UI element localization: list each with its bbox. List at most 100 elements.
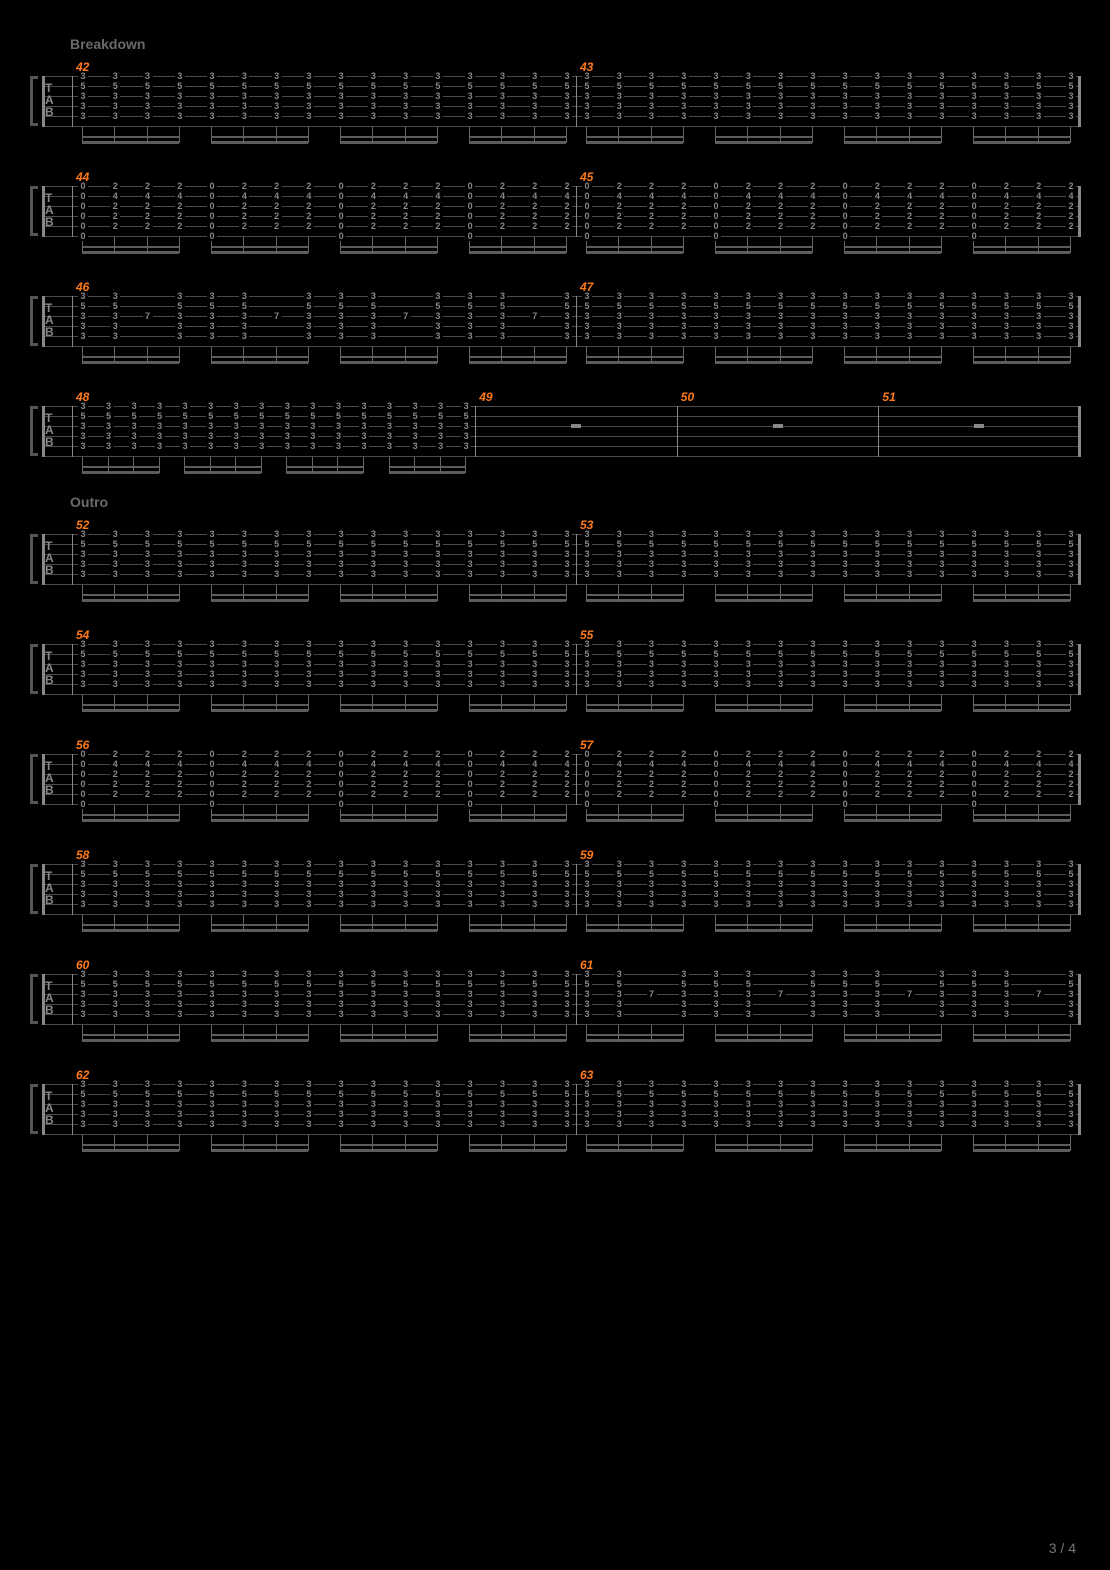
fret-number: 3	[1066, 92, 1076, 101]
fret-number: 0	[207, 800, 217, 809]
fret-number: 3	[1034, 1100, 1044, 1109]
fret-number: 3	[401, 550, 411, 559]
fret-number: 3	[497, 112, 507, 121]
fret-number: 3	[433, 1080, 443, 1089]
fret-number: 0	[840, 202, 850, 211]
fret-number: 3	[872, 640, 882, 649]
fret-number: 3	[562, 990, 572, 999]
fret-number: 3	[937, 550, 947, 559]
fret-number: 3	[562, 530, 572, 539]
fret-number: 3	[562, 660, 572, 669]
fret-number: 3	[840, 530, 850, 539]
fret-number: 3	[872, 102, 882, 111]
tab-clef: TAB	[45, 650, 54, 686]
fret-number: 0	[465, 182, 475, 191]
fret-number: 3	[647, 530, 657, 539]
fret-number: 5	[679, 302, 689, 311]
fret-number: 3	[239, 92, 249, 101]
fret-number: 3	[679, 970, 689, 979]
fret-number: 3	[1034, 1110, 1044, 1119]
fret-number: 5	[905, 540, 915, 549]
fret-number: 0	[969, 212, 979, 221]
fret-number: 4	[401, 760, 411, 769]
fret-number: 3	[433, 72, 443, 81]
fret-number: 3	[808, 1100, 818, 1109]
fret-number: 3	[433, 112, 443, 121]
fret-number: 2	[433, 780, 443, 789]
fret-number: 3	[497, 292, 507, 301]
fret-number: 3	[905, 890, 915, 899]
fret-number: 3	[239, 890, 249, 899]
fret-number: 2	[110, 750, 120, 759]
fret-number: 3	[776, 640, 786, 649]
fret-number: 3	[872, 112, 882, 121]
fret-number: 3	[336, 322, 346, 331]
fret-number: 3	[497, 1100, 507, 1109]
fret-number: 5	[401, 82, 411, 91]
fret-number: 3	[180, 402, 190, 411]
fret-number: 5	[679, 870, 689, 879]
fret-number: 3	[336, 990, 346, 999]
fret-number: 3	[562, 112, 572, 121]
fret-number: 2	[647, 780, 657, 789]
fret-number: 3	[743, 860, 753, 869]
fret-number: 3	[969, 880, 979, 889]
fret-number: 3	[78, 402, 88, 411]
fret-number: 3	[497, 1080, 507, 1089]
fret-number: 3	[175, 990, 185, 999]
whole-rest	[773, 424, 783, 428]
fret-number: 5	[78, 870, 88, 879]
fret-number: 5	[711, 650, 721, 659]
fret-number: 3	[1066, 1100, 1076, 1109]
fret-number: 2	[872, 780, 882, 789]
fret-number: 3	[562, 332, 572, 341]
section-label: Breakdown	[70, 36, 1080, 52]
fret-number: 3	[465, 1000, 475, 1009]
fret-number: 3	[433, 880, 443, 889]
fret-number: 3	[207, 332, 217, 341]
fret-number: 3	[905, 660, 915, 669]
fret-number: 3	[272, 680, 282, 689]
fret-number: 3	[272, 1010, 282, 1019]
fret-number: 3	[582, 322, 592, 331]
fret-number: 2	[530, 780, 540, 789]
fret-number: 5	[143, 82, 153, 91]
fret-number: 5	[110, 540, 120, 549]
fret-number: 3	[937, 292, 947, 301]
fret-number: 3	[368, 1120, 378, 1129]
fret-number: 4	[647, 192, 657, 201]
fret-number: 3	[433, 890, 443, 899]
fret-number: 3	[872, 660, 882, 669]
fret-number: 3	[110, 530, 120, 539]
fret-number: 5	[582, 540, 592, 549]
fret-number: 4	[304, 192, 314, 201]
fret-number: 3	[336, 880, 346, 889]
fret-number: 5	[272, 540, 282, 549]
fret-number: 3	[497, 990, 507, 999]
fret-number: 0	[336, 222, 346, 231]
fret-number: 3	[679, 660, 689, 669]
fret-number: 3	[840, 990, 850, 999]
fret-number: 2	[239, 750, 249, 759]
fret-number: 3	[530, 550, 540, 559]
fret-number: 3	[401, 530, 411, 539]
fret-number: 3	[1034, 112, 1044, 121]
fret-number: 5	[679, 82, 689, 91]
fret-number: 3	[304, 312, 314, 321]
fret-number: 3	[433, 970, 443, 979]
fret-number: 3	[1034, 680, 1044, 689]
fret-number: 3	[743, 660, 753, 669]
fret-number: 3	[905, 900, 915, 909]
fret-number: 3	[776, 660, 786, 669]
fret-number: 5	[304, 980, 314, 989]
fret-number: 3	[969, 112, 979, 121]
fret-number: 2	[497, 202, 507, 211]
fret-number: 3	[175, 660, 185, 669]
fret-number: 4	[808, 192, 818, 201]
fret-number: 3	[304, 332, 314, 341]
fret-number: 3	[282, 402, 292, 411]
fret-number: 3	[336, 560, 346, 569]
fret-number: 2	[497, 780, 507, 789]
fret-number: 3	[647, 640, 657, 649]
fret-number: 5	[776, 540, 786, 549]
